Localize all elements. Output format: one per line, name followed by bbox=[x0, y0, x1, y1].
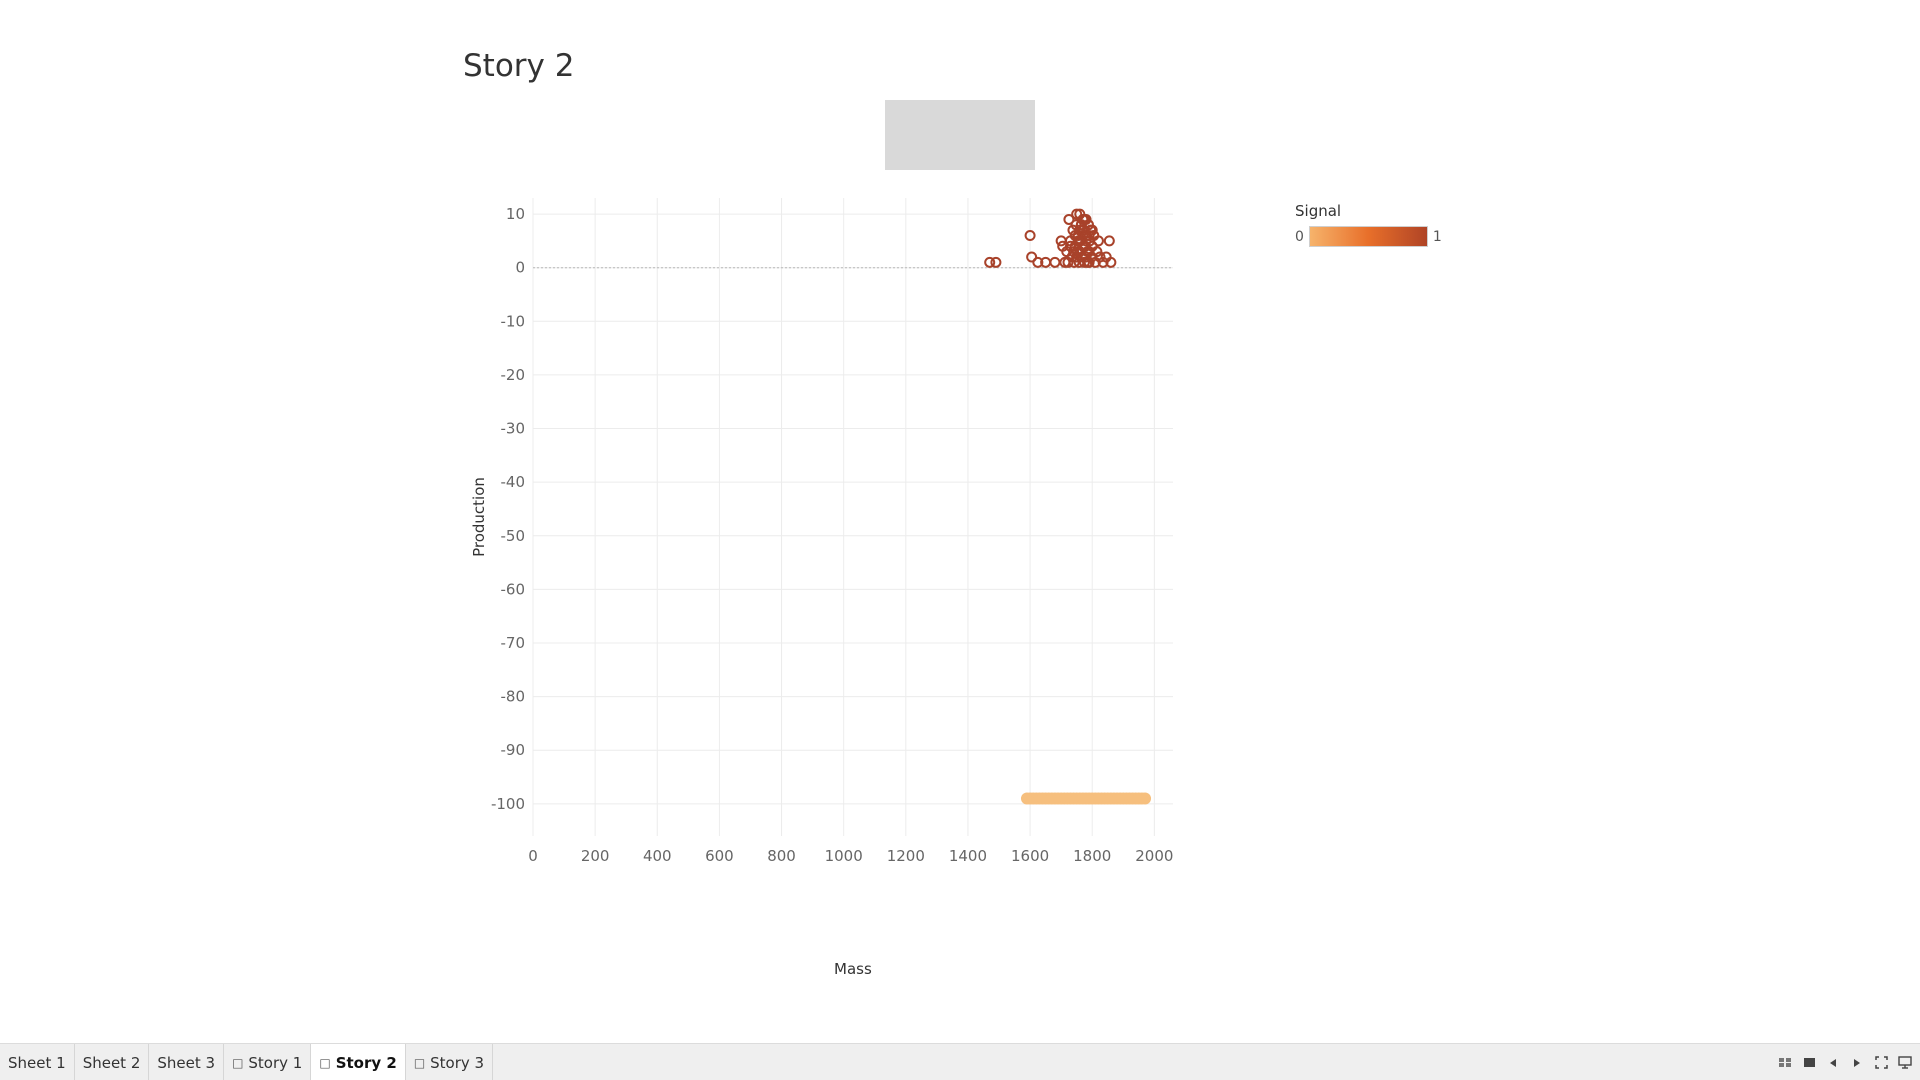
x-tick-label: 1600 bbox=[1011, 847, 1049, 865]
x-tick-label: 400 bbox=[643, 847, 672, 865]
tab-sheet-1[interactable]: Sheet 1 bbox=[0, 1044, 75, 1080]
tab-label: Story 3 bbox=[430, 1053, 485, 1072]
x-tick-label: 1000 bbox=[825, 847, 863, 865]
data-point-signal-1 bbox=[1083, 230, 1095, 242]
x-axis-title: Mass bbox=[834, 960, 872, 978]
data-point-signal-1 bbox=[1075, 219, 1087, 231]
data-point-signal-1 bbox=[984, 256, 996, 268]
y-tick-label: -50 bbox=[501, 527, 526, 545]
presentation-mode-icon[interactable] bbox=[1898, 1056, 1912, 1070]
tab-label: Sheet 1 bbox=[8, 1053, 66, 1072]
data-point-signal-1 bbox=[1069, 230, 1081, 242]
x-tick-label: 600 bbox=[705, 847, 734, 865]
tab-story-2[interactable]: □ Story 2 bbox=[311, 1044, 406, 1080]
tab-label: Story 2 bbox=[335, 1053, 397, 1072]
data-point-signal-0 bbox=[1139, 792, 1152, 805]
legend-color-ramp bbox=[1308, 226, 1428, 247]
x-tick-label: 0 bbox=[528, 847, 538, 865]
data-point-signal-1 bbox=[1080, 251, 1092, 263]
data-point-signal-1 bbox=[1092, 235, 1104, 247]
x-tick-label: 200 bbox=[581, 847, 610, 865]
data-point-signal-1 bbox=[1078, 213, 1090, 225]
tab-label: Sheet 3 bbox=[157, 1053, 216, 1072]
scatter-chart: 0 200 400 600 800 1000 1200 1400 1600 1800 2000 10 0… bbox=[491, 198, 1173, 865]
y-tick-label: 10 bbox=[506, 205, 525, 223]
sheet-sorter-icon[interactable] bbox=[1778, 1056, 1792, 1070]
y-tick-label: 0 bbox=[515, 259, 525, 277]
tab-sheet-3[interactable]: Sheet 3 bbox=[149, 1044, 225, 1080]
data-point-signal-1 bbox=[1086, 224, 1098, 236]
data-point-signal-1 bbox=[1049, 256, 1061, 268]
y-tick-label: -20 bbox=[501, 366, 526, 384]
data-point-signal-1 bbox=[1097, 256, 1109, 268]
x-tick-label: 1400 bbox=[949, 847, 987, 865]
data-point-signal-1 bbox=[1091, 246, 1103, 258]
previous-icon[interactable] bbox=[1826, 1056, 1840, 1070]
data-point-signal-1 bbox=[1105, 256, 1117, 268]
color-legend: Signal 0 1 bbox=[1295, 202, 1442, 247]
data-point-signal-1 bbox=[1094, 251, 1106, 263]
fullscreen-icon[interactable] bbox=[1874, 1056, 1888, 1070]
filmstrip-icon[interactable] bbox=[1802, 1056, 1816, 1070]
next-icon[interactable] bbox=[1850, 1056, 1864, 1070]
data-point-signal-1 bbox=[1063, 213, 1075, 225]
x-tick-label: 2000 bbox=[1135, 847, 1173, 865]
y-tick-label: -30 bbox=[501, 420, 526, 438]
data-point-signal-1 bbox=[1072, 235, 1084, 247]
x-tick-label: 800 bbox=[767, 847, 796, 865]
y-tick-label: -90 bbox=[501, 741, 526, 759]
sheet-tab-bar: Sheet 1 Sheet 2 Sheet 3 □ Story 1 □ Story 2 □ St… bbox=[0, 1043, 1920, 1080]
y-tick-label: -60 bbox=[501, 580, 526, 598]
x-tick-label: 1800 bbox=[1073, 847, 1111, 865]
data-point-signal-1 bbox=[1083, 246, 1095, 258]
data-point-signal-1 bbox=[1024, 230, 1036, 242]
data-point-signal-1 bbox=[1064, 240, 1076, 252]
data-point-signal-1 bbox=[1068, 246, 1080, 258]
data-point-signal-1 bbox=[990, 256, 1002, 268]
x-tick-label: 1200 bbox=[887, 847, 925, 865]
y-tick-label: -70 bbox=[501, 634, 526, 652]
story-title: Story 2 bbox=[463, 48, 575, 84]
y-tick-label: -40 bbox=[501, 473, 526, 491]
legend-title: Signal bbox=[1295, 202, 1342, 220]
story-book-icon: □ bbox=[232, 1055, 244, 1070]
tab-sheet-2[interactable]: Sheet 2 bbox=[75, 1044, 150, 1080]
tab-story-3[interactable]: □ Story 3 bbox=[406, 1044, 494, 1080]
y-tick-label: -10 bbox=[501, 312, 526, 330]
data-point-signal-1 bbox=[1026, 251, 1038, 263]
y-tick-label: -100 bbox=[491, 795, 525, 813]
story-controls bbox=[1778, 1044, 1920, 1080]
data-point-signal-1 bbox=[1082, 256, 1094, 268]
y-axis-title: Production bbox=[470, 477, 488, 557]
tab-label: Sheet 2 bbox=[82, 1053, 141, 1072]
story-point-caption[interactable] bbox=[885, 100, 1035, 170]
y-tick-label: -80 bbox=[501, 688, 526, 706]
legend-min-label: 0 bbox=[1295, 228, 1304, 245]
data-point-signal-1 bbox=[1032, 256, 1044, 268]
data-point-signal-1 bbox=[1068, 256, 1080, 268]
data-point-signal-1 bbox=[1103, 235, 1115, 247]
story-book-icon: □ bbox=[319, 1055, 331, 1070]
legend-max-label: 1 bbox=[1432, 228, 1442, 245]
story-book-icon: □ bbox=[413, 1055, 426, 1070]
tab-story-1[interactable]: □ Story 1 bbox=[224, 1044, 312, 1080]
data-point-signal-1 bbox=[1080, 235, 1092, 247]
tab-label: Story 1 bbox=[248, 1053, 303, 1072]
